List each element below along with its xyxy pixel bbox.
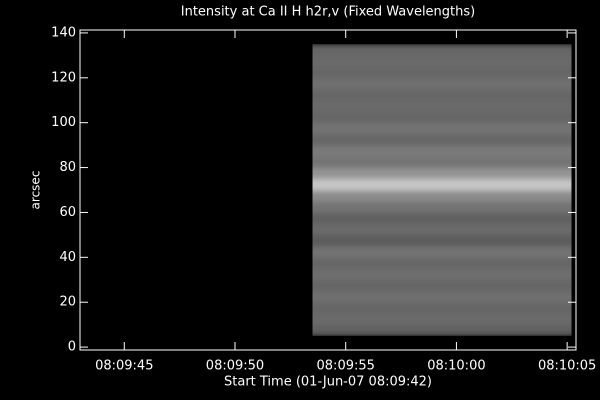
image-row [312, 167, 572, 180]
y-tick-label: 80 [59, 160, 76, 175]
image-row [312, 133, 572, 146]
image-row [312, 212, 572, 225]
image-row [312, 55, 572, 68]
image-row [312, 145, 572, 157]
image-row [312, 100, 572, 112]
image-row [312, 190, 572, 202]
image-row [312, 66, 572, 79]
image-row [312, 279, 572, 292]
plot-frame [79, 29, 577, 351]
image-row [312, 201, 572, 213]
image-row [312, 302, 572, 314]
x-tick-label: 08:10:00 [427, 359, 485, 374]
image-row [312, 89, 572, 101]
y-tick-label: 0 [68, 340, 76, 355]
image [312, 44, 572, 336]
image-row [312, 178, 572, 191]
image-row [312, 257, 572, 270]
image-row [312, 246, 572, 258]
image-row [312, 268, 572, 281]
image-row [312, 44, 572, 56]
image-row [312, 122, 572, 135]
image-row [312, 223, 572, 236]
x-tick-label: 08:09:55 [317, 359, 375, 374]
image-row [312, 313, 572, 326]
x-tick-label: 08:09:45 [95, 359, 153, 374]
y-tick-label: 120 [51, 70, 76, 85]
chart-title: Intensity at Ca II H h2r,v (Fixed Wavele… [181, 5, 475, 20]
y-tick-label: 40 [59, 250, 76, 265]
y-tick-label: 100 [51, 115, 76, 130]
x-axis-label: Start Time (01-Jun-07 08:09:42) [224, 375, 432, 390]
x-tick-label: 08:09:50 [206, 359, 264, 374]
image-row [312, 77, 572, 90]
y-tick-label: 140 [51, 25, 76, 40]
y-tick-label: 20 [59, 295, 76, 310]
image-row [312, 156, 572, 169]
image-row [312, 234, 572, 247]
y-axis-label: arcsec [29, 171, 43, 210]
x-tick-label: 08:10:05 [538, 359, 596, 374]
image-row [312, 111, 572, 124]
y-tick-label: 60 [59, 205, 76, 220]
image-row [312, 324, 572, 336]
image-row [312, 290, 572, 303]
